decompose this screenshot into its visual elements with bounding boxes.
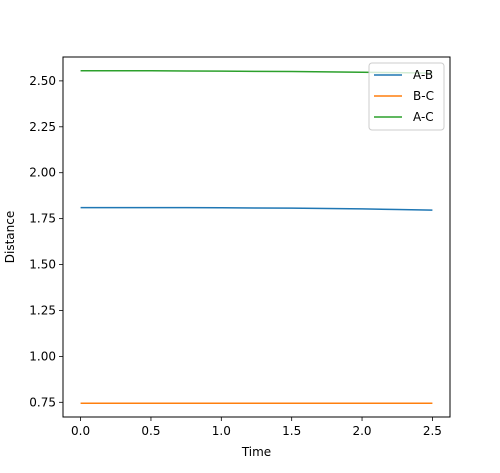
series-line-a-b: [80, 206, 433, 211]
legend-label-b-c: B-C: [413, 89, 434, 103]
legend-label-a-b: A-B: [413, 68, 433, 82]
y-tick-label: 2.50: [29, 74, 56, 88]
legend-box: [368, 62, 445, 131]
legend: A-B B-C A-C: [368, 62, 445, 131]
y-tick-label: 2.00: [29, 166, 56, 180]
x-tick-label: 0.0: [71, 424, 90, 438]
y-tick-label: 1.75: [29, 212, 56, 226]
x-tick-label: 1.0: [212, 424, 231, 438]
x-tick-label: 1.5: [282, 424, 301, 438]
y-axis-label: Distance: [3, 211, 17, 263]
y-tick-label: 1.00: [29, 349, 56, 363]
y-tick-label: 2.25: [29, 120, 56, 134]
legend-label-a-c: A-C: [413, 110, 434, 124]
x-tick-label: 0.5: [141, 424, 160, 438]
y-tick-label: 1.50: [29, 258, 56, 272]
y-axis: 0.75 1.00 1.25 1.50 1.75 2.00 2.25 2.50: [29, 74, 63, 409]
x-axis: 0.0 0.5 1.0 1.5 2.0 2.5: [71, 417, 442, 438]
x-tick-label: 2.0: [352, 424, 371, 438]
x-tick-label: 2.5: [423, 424, 442, 438]
y-tick-label: 0.75: [29, 395, 56, 409]
y-tick-label: 1.25: [29, 303, 56, 317]
x-axis-label: Time: [241, 445, 271, 459]
plot-frame: [62, 56, 451, 418]
